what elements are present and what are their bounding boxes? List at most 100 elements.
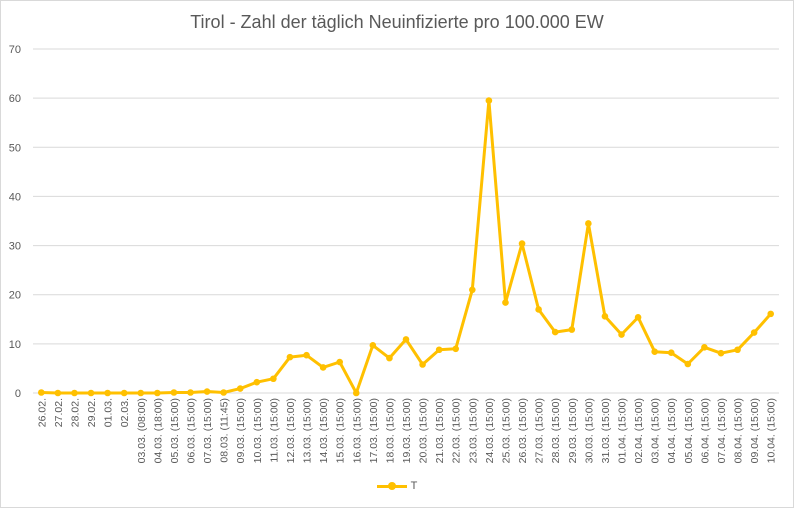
x-tick-label: 21.03. (15:00): [434, 398, 446, 463]
x-tick-label: 07.04. (15:00): [716, 398, 728, 463]
y-tick-label: 0: [15, 388, 21, 400]
x-tick-label: 02.04. (15:00): [633, 398, 645, 463]
x-tick-label: 10.03. (15:00): [252, 398, 264, 463]
data-point: [336, 358, 343, 366]
data-point: [750, 329, 758, 336]
x-tick-label: 08.03. (11:45): [219, 398, 231, 463]
legend-swatch: [376, 481, 407, 491]
x-tick-label: 17.03. (15:00): [368, 398, 380, 463]
data-point: [734, 346, 741, 354]
data-point: [452, 345, 460, 353]
data-point: [71, 389, 78, 397]
series-line: [41, 99, 772, 395]
data-point: [37, 389, 45, 396]
y-tick-label: 50: [9, 142, 21, 154]
data-point: [551, 328, 559, 336]
legend: T: [0, 480, 794, 492]
data-point: [137, 389, 145, 397]
x-tick-label: 31.03. (15:00): [600, 398, 612, 463]
x-tick-label: 06.04. (15:00): [699, 398, 711, 463]
data-point: [518, 240, 526, 247]
x-tick-label: 22.03. (15:00): [451, 398, 463, 463]
data-point: [220, 389, 227, 396]
x-tick-label: 20.03. (15:00): [418, 398, 430, 463]
x-tick-label: 27.02.: [53, 398, 65, 427]
x-tick-label: 11.03. (15:00): [268, 398, 280, 463]
x-tick-label: 24.03. (15:00): [484, 398, 496, 463]
x-tick-label: 18.03. (15:00): [384, 398, 396, 463]
data-point: [87, 389, 95, 397]
x-tick-label: 28.03. (15:00): [550, 398, 562, 463]
x-tick-label: 06.03. (15:00): [185, 398, 197, 463]
x-tick-label: 27.03. (15:00): [534, 398, 546, 463]
data-point: [54, 389, 62, 397]
x-tick-label: 23.03. (15:00): [467, 398, 479, 463]
data-point: [469, 286, 476, 294]
chart-title: Tirol - Zahl der täglich Neuinfizierte p…: [190, 12, 604, 32]
x-tick-label: 13.03. (15:00): [302, 398, 314, 463]
data-point: [651, 348, 658, 356]
x-tick-label: 25.03. (15:00): [500, 398, 512, 463]
data-point: [717, 349, 725, 357]
x-tick-label: 04.04. (15:00): [666, 398, 678, 463]
x-tick-label: 05.03. (15:00): [169, 398, 181, 463]
x-tick-labels: 26.02. 27.02. 28.02. 29.02. 01.03. 02.03. 03.0…: [36, 398, 777, 463]
y-tick-label: 70: [9, 44, 21, 56]
y-tick-label: 30: [9, 241, 21, 253]
x-tick-label: 12.03. (15:00): [285, 398, 297, 463]
data-point: [303, 351, 310, 359]
data-point: [485, 97, 493, 104]
data-point: [402, 336, 410, 343]
data-point: [236, 385, 244, 392]
data-point: [618, 331, 625, 338]
data-point: [535, 306, 542, 313]
y-tick-label: 20: [9, 290, 21, 302]
x-tick-label: 07.03. (15:00): [202, 398, 214, 463]
data-point: [170, 389, 178, 396]
x-tick-label: 14.03. (15:00): [318, 398, 330, 463]
data-point: [767, 310, 775, 318]
series-layer: [37, 97, 775, 397]
data-point: [319, 364, 327, 371]
legend-label: T: [410, 480, 418, 492]
data-point: [154, 389, 161, 397]
x-tick-label: 04.03. (18:00): [152, 398, 164, 463]
data-point: [270, 375, 277, 383]
x-tick-label: 29.02.: [86, 398, 98, 427]
y-tick-label: 60: [9, 93, 21, 105]
x-tick-label: 30.03. (15:00): [583, 398, 595, 463]
data-point: [419, 361, 426, 368]
y-tick-label: 40: [9, 191, 21, 203]
data-point: [667, 349, 675, 357]
x-tick-label: 01.04. (15:00): [617, 398, 629, 463]
data-point: [634, 314, 642, 321]
x-tick-label: 15.03. (15:00): [335, 398, 347, 463]
data-point: [286, 353, 294, 361]
data-point: [187, 389, 194, 396]
x-tick-label: 03.04. (15:00): [650, 398, 662, 463]
grid-lines: [33, 48, 779, 394]
data-point: [369, 342, 377, 349]
x-tick-label: 03.03. (08:00): [136, 398, 148, 463]
data-point: [104, 389, 111, 397]
x-tick-label: 28.02.: [69, 398, 81, 427]
data-point: [386, 354, 393, 362]
data-point: [352, 389, 360, 397]
x-tick-label: 02.03.: [119, 398, 131, 427]
data-point: [435, 346, 443, 354]
x-tick-label: 26.03. (15:00): [517, 398, 529, 463]
x-tick-label: 10.04. (15:00): [766, 398, 778, 463]
x-tick-label: 29.03. (15:00): [567, 398, 579, 463]
data-point: [585, 220, 592, 227]
data-point: [568, 326, 576, 333]
x-tick-label: 08.04. (15:00): [733, 398, 745, 463]
y-tick-labels: 0 10 20 30 40 50 60 70: [9, 44, 21, 400]
data-point: [253, 378, 261, 386]
data-point: [684, 360, 692, 368]
x-tick-label: 16.03. (15:00): [351, 398, 363, 463]
data-point: [502, 299, 509, 306]
data-point: [203, 388, 211, 395]
x-tick-label: 05.04. (15:00): [683, 398, 695, 463]
